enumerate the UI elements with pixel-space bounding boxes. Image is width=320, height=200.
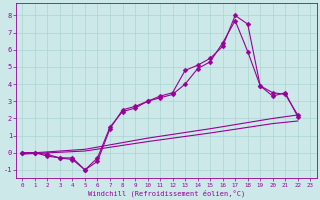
X-axis label: Windchill (Refroidissement éolien,°C): Windchill (Refroidissement éolien,°C) bbox=[88, 189, 245, 197]
